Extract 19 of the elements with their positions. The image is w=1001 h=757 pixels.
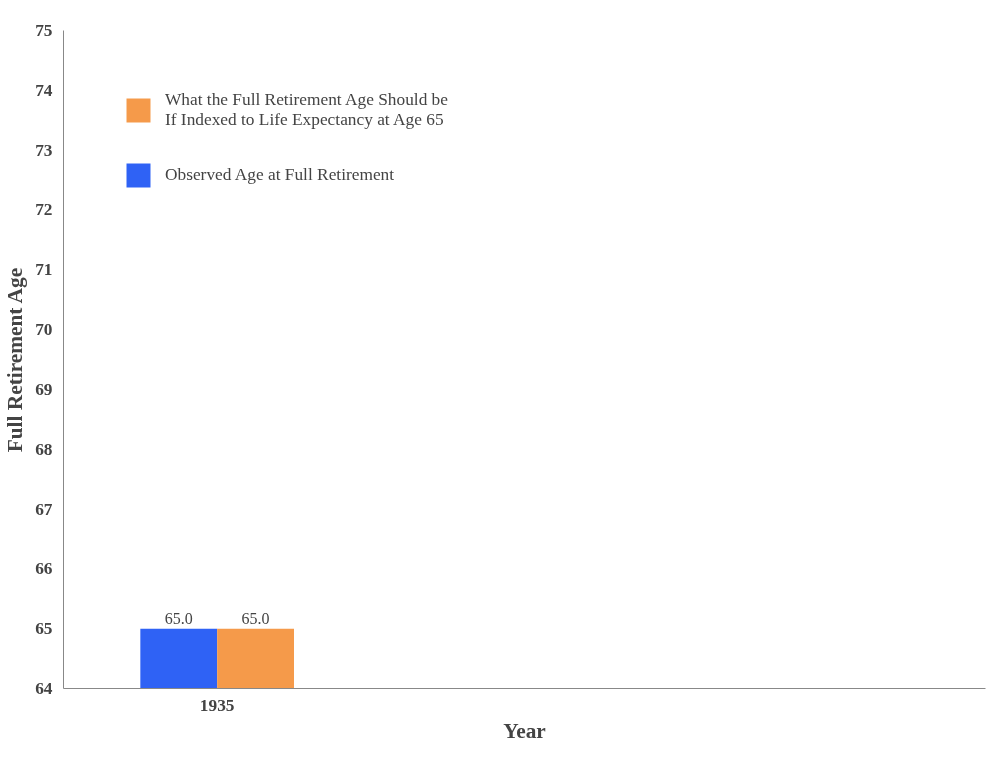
y-tick-label: 68 [35,439,53,459]
y-tick-label: 75 [35,21,53,40]
legend-label: What the Full Retirement Age Should be If Indexed to Life Expectancy at Age 65 [165,90,448,130]
x-axis-title: Year [503,718,547,743]
y-tick-label: 72 [35,200,53,220]
y-tick-label: 74 [35,80,53,100]
y-tick-label: 71 [35,260,53,280]
y-tick-label: 65 [35,619,53,639]
data-label: 65.0 [241,609,270,627]
y-tick-label: 73 [35,140,53,160]
y-tick-label: 66 [35,559,53,579]
x-tick-label: 1935 [199,695,235,715]
y-tick-label: 67 [35,499,53,519]
y-tick-label: 64 [35,679,53,698]
data-label: 65.0 [164,609,193,627]
y-tick-label: 70 [35,320,53,340]
y-axis-title: Full Retirement Age [3,267,28,453]
legend-label: Observed Age at Full Retirement [165,165,395,185]
y-tick-label: 69 [35,379,53,399]
